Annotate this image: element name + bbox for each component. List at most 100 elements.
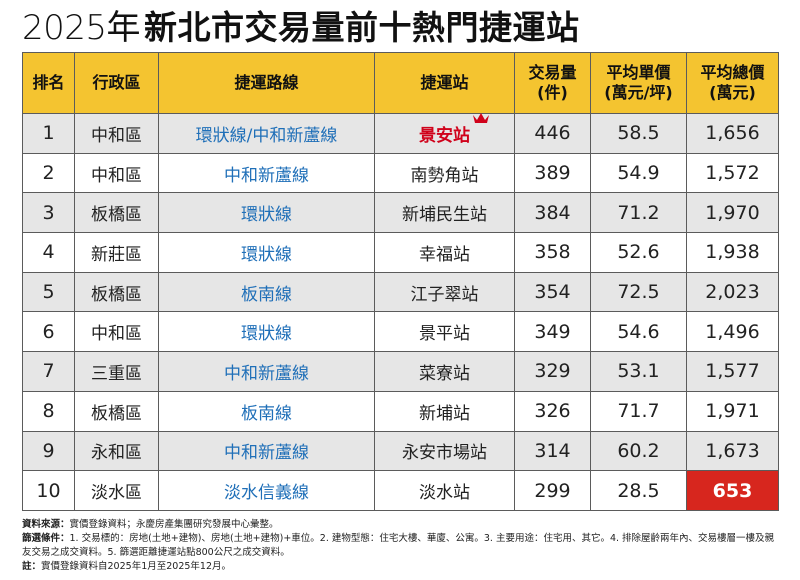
rank-cell: 7: [22, 351, 75, 392]
district-cell: 板橋區: [74, 271, 159, 313]
unit-price-cell: 54.6: [590, 311, 687, 353]
unit-price-cell: 71.2: [590, 192, 687, 234]
period-note: 註：實價登錄資料自2025年1月至2025年12月。: [22, 560, 778, 574]
footnotes: 資料來源：實價登錄資料；永慶房產集團研究發展中心彙整。 篩選條件：1. 交易標的…: [22, 518, 778, 574]
route-cell: 板南線: [158, 271, 375, 313]
volume-cell: 349: [514, 311, 591, 353]
header-district: 行政區: [74, 52, 159, 114]
volume-cell: 314: [514, 430, 591, 472]
table-row: 4 新莊區 環狀線 幸福站 358 52.6 1,938: [22, 232, 779, 273]
header-route: 捷運路線: [158, 52, 375, 114]
total-price-cell: 1,572: [686, 152, 779, 194]
rank-cell: 4: [22, 232, 75, 273]
total-price-cell: 1,656: [686, 113, 779, 154]
district-cell: 中和區: [74, 311, 159, 353]
station-cell: 菜寮站: [374, 351, 515, 392]
total-price-cell: 1,673: [686, 430, 779, 472]
ranking-table: 排名 行政區 捷運路線 捷運站 交易量 (件) 平均單價 (萬元/坪) 平均總價 (萬元) …: [22, 52, 779, 511]
route-cell: 環狀線: [158, 192, 375, 234]
source-label: 資料來源：: [22, 518, 70, 530]
station-name: 景安站: [419, 125, 470, 146]
total-price-cell: 1,496: [686, 311, 779, 353]
rank-cell: 8: [22, 390, 75, 432]
source-note: 資料來源：實價登錄資料；永慶房產集團研究發展中心彙整。: [22, 518, 778, 532]
route-cell: 環狀線: [158, 311, 375, 353]
table-row: 8 板橋區 板南線 新埔站 326 71.7 1,971: [22, 390, 779, 432]
route-cell: 中和新蘆線: [158, 351, 375, 392]
route-cell: 中和新蘆線: [158, 152, 375, 194]
district-cell: 淡水區: [74, 470, 159, 511]
unit-price-cell: 52.6: [590, 232, 687, 273]
total-price-cell: 653: [686, 470, 779, 511]
volume-cell: 299: [514, 470, 591, 511]
page-title: 2025年 新北市交易量前十熱門捷運站: [22, 0, 778, 48]
table-row: 9 永和區 中和新蘆線 永安市場站 314 60.2 1,673: [22, 430, 779, 472]
table-row: 10 淡水區 淡水信義線 淡水站 299 28.5 653: [22, 470, 779, 511]
crown-icon: [473, 112, 489, 123]
rank-cell: 2: [22, 152, 75, 194]
district-cell: 永和區: [74, 430, 159, 472]
volume-cell: 446: [514, 113, 591, 154]
criteria-text: 1. 交易標的：房地(土地+建物)、房地(土地+建物)+車位。2. 建物型態：住…: [22, 532, 775, 558]
volume-cell: 354: [514, 271, 591, 313]
district-cell: 板橋區: [74, 390, 159, 432]
station-cell: 幸福站: [374, 232, 515, 273]
rank-cell: 3: [22, 192, 75, 234]
unit-price-cell: 58.5: [590, 113, 687, 154]
volume-cell: 384: [514, 192, 591, 234]
station-cell: 江子翠站: [374, 271, 515, 313]
district-cell: 中和區: [74, 113, 159, 154]
station-cell: 新埔民生站: [374, 192, 515, 234]
rank-cell: 10: [22, 470, 75, 511]
route-cell: 淡水信義線: [158, 470, 375, 511]
criteria-label: 篩選條件：: [22, 532, 70, 544]
route-cell: 板南線: [158, 390, 375, 432]
unit-price-cell: 60.2: [590, 430, 687, 472]
table-row: 5 板橋區 板南線 江子翠站 354 72.5 2,023: [22, 271, 779, 313]
header-unit-price: 平均單價 (萬元/坪): [590, 52, 687, 114]
header-total-price: 平均總價 (萬元): [686, 52, 779, 114]
total-price-cell: 2,023: [686, 271, 779, 313]
station-cell: 南勢角站: [374, 152, 515, 194]
rank-cell: 9: [22, 430, 75, 472]
rank-cell: 1: [22, 113, 75, 154]
station-cell: 永安市場站: [374, 430, 515, 472]
header-rank: 排名: [22, 52, 75, 114]
rank-cell: 5: [22, 271, 75, 313]
route-cell: 環狀線: [158, 232, 375, 273]
route-cell: 環狀線/中和新蘆線: [158, 113, 375, 154]
unit-price-cell: 54.9: [590, 152, 687, 194]
station-cell: 淡水站: [374, 470, 515, 511]
header-volume: 交易量 (件): [514, 52, 591, 114]
criteria-note: 篩選條件：1. 交易標的：房地(土地+建物)、房地(土地+建物)+車位。2. 建…: [22, 532, 778, 560]
district-cell: 三重區: [74, 351, 159, 392]
unit-price-cell: 72.5: [590, 271, 687, 313]
unit-price-cell: 71.7: [590, 390, 687, 432]
volume-cell: 389: [514, 152, 591, 194]
unit-price-cell: 28.5: [590, 470, 687, 511]
total-price-cell: 1,577: [686, 351, 779, 392]
volume-cell: 329: [514, 351, 591, 392]
volume-cell: 358: [514, 232, 591, 273]
district-cell: 板橋區: [74, 192, 159, 234]
table-header-row: 排名 行政區 捷運路線 捷運站 交易量 (件) 平均單價 (萬元/坪) 平均總價 (萬元): [22, 52, 779, 114]
unit-price-cell: 53.1: [590, 351, 687, 392]
table-row: 3 板橋區 環狀線 新埔民生站 384 71.2 1,970: [22, 192, 779, 234]
title-year: 2025年: [22, 8, 141, 48]
table-row: 6 中和區 環狀線 景平站 349 54.6 1,496: [22, 311, 779, 353]
table-body: 1 中和區 環狀線/中和新蘆線 景安站 446 58.5 1,656 2 中和區 中和新蘆線 南勢角…: [22, 112, 779, 511]
note-text: 實價登錄資料自2025年1月至2025年12月。: [41, 560, 232, 572]
table-row: 7 三重區 中和新蘆線 菜寮站 329 53.1 1,577: [22, 351, 779, 392]
total-price-cell: 1,938: [686, 232, 779, 273]
station-cell: 景平站: [374, 311, 515, 353]
station-cell: 景安站: [374, 112, 515, 154]
table-row: 1 中和區 環狀線/中和新蘆線 景安站 446 58.5 1,656: [22, 112, 779, 154]
source-text: 實價登錄資料；永慶房產集團研究發展中心彙整。: [69, 518, 279, 530]
header-station: 捷運站: [374, 52, 515, 114]
rank-cell: 6: [22, 311, 75, 353]
route-cell: 中和新蘆線: [158, 430, 375, 472]
total-price-cell: 1,970: [686, 192, 779, 234]
table-row: 2 中和區 中和新蘆線 南勢角站 389 54.9 1,572: [22, 152, 779, 194]
district-cell: 新莊區: [74, 232, 159, 273]
